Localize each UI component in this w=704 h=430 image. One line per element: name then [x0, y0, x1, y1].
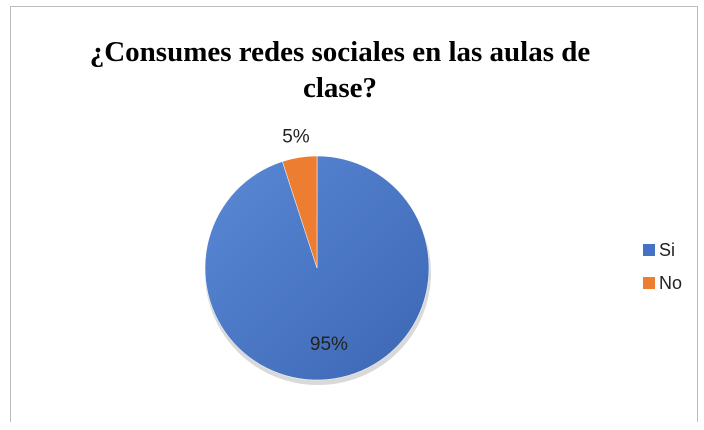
legend-swatch-no [643, 277, 655, 289]
legend-item-si[interactable]: Si [643, 240, 682, 260]
legend-label-si: Si [659, 239, 676, 260]
legend-swatch-si [643, 244, 655, 256]
data-label-no: 5% [282, 126, 310, 147]
legend: Si No [643, 240, 682, 306]
pie-slice-no[interactable] [282, 155, 318, 269]
data-label-si: 95% [310, 334, 348, 355]
chart-title: ¿Consumes redes sociales en las aulas de… [89, 36, 591, 104]
legend-label-no: No [659, 272, 683, 293]
legend-item-no[interactable]: No [643, 273, 682, 293]
